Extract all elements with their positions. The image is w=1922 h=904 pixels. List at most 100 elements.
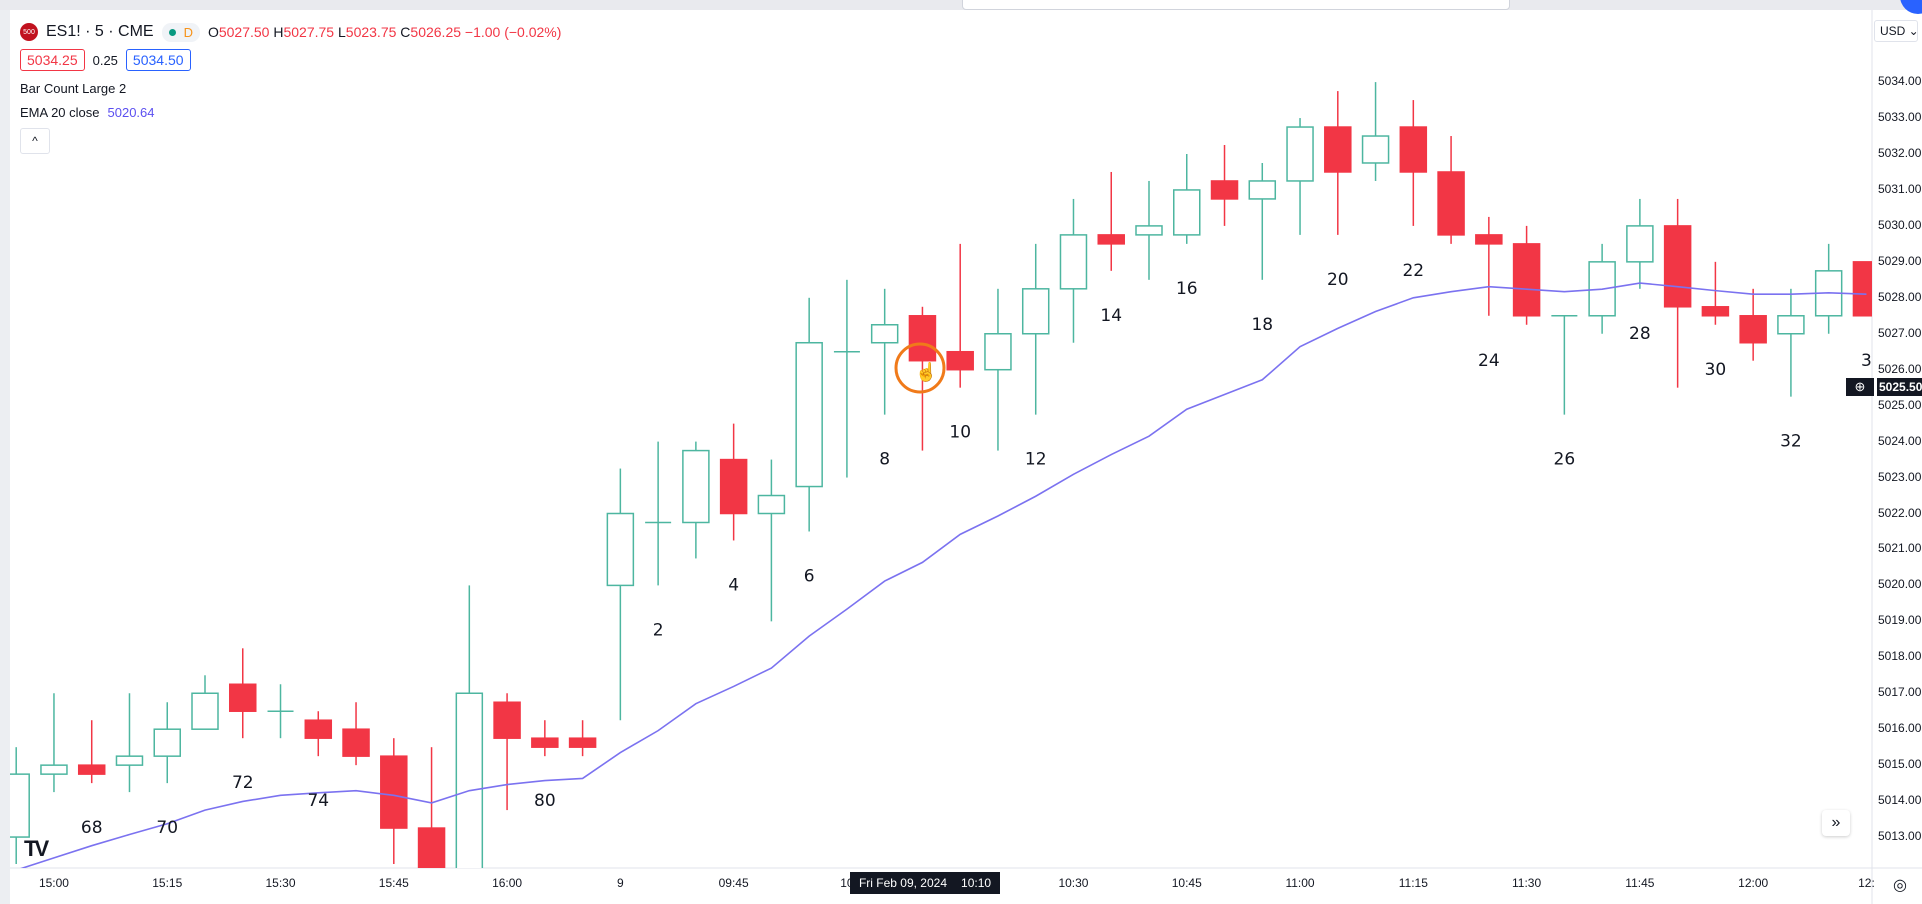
price-tick-label: 5026.00 <box>1878 361 1922 376</box>
bar-count-label: 70 <box>156 818 178 838</box>
candle[interactable] <box>908 306 937 451</box>
time-tick-label: 11:00 <box>1285 876 1315 890</box>
candle[interactable] <box>757 459 786 622</box>
candle-body <box>1475 234 1503 245</box>
low-label: L <box>337 24 346 40</box>
candle[interactable] <box>1701 261 1730 325</box>
time-tick-label: 11:45 <box>1625 876 1655 890</box>
candle[interactable] <box>1286 118 1314 235</box>
candle[interactable] <box>115 693 144 793</box>
candle-body <box>1437 171 1465 236</box>
candle[interactable] <box>77 720 106 784</box>
candle[interactable] <box>1475 216 1503 316</box>
candle[interactable] <box>531 720 559 757</box>
candle[interactable] <box>870 288 899 415</box>
candle[interactable] <box>40 693 68 793</box>
buy-button[interactable]: 5034.50 <box>125 49 191 71</box>
candle[interactable] <box>568 720 597 757</box>
candle[interactable] <box>1626 198 1654 289</box>
scroll-to-realtime-button[interactable]: » <box>1822 810 1850 836</box>
candle[interactable] <box>1324 91 1352 235</box>
time-tick-label: 10:45 <box>1171 876 1202 890</box>
candle[interactable] <box>682 441 710 559</box>
candle[interactable] <box>833 279 860 478</box>
candle[interactable] <box>153 702 181 784</box>
crosshair-time-badge: Fri Feb 09, 2024 10:10 <box>850 872 1000 894</box>
candle[interactable] <box>1437 136 1465 244</box>
candle[interactable] <box>1173 154 1201 244</box>
price-tick-label: 5021.00 <box>1878 541 1922 556</box>
price-tick-label: 5022.00 <box>1878 505 1922 520</box>
candle-body <box>984 333 1012 371</box>
candle[interactable] <box>342 702 370 766</box>
axis-settings-eye-icon[interactable]: ◎ <box>1893 877 1907 894</box>
price-tick-label: 5034.00 <box>1878 74 1922 89</box>
candle-body <box>1135 225 1163 236</box>
candle[interactable] <box>1399 100 1428 226</box>
add-alert-plus-icon[interactable]: ⊕ <box>1846 378 1874 396</box>
candle-body <box>1399 126 1428 173</box>
indicator-ema-name[interactable]: EMA 20 close <box>20 104 100 120</box>
candle[interactable] <box>946 243 974 388</box>
price-tick-label: 5020.00 <box>1878 577 1922 592</box>
indicator-bar-count[interactable]: Bar Count Large 2 <box>20 80 127 96</box>
top-dropdown[interactable] <box>962 0 1510 10</box>
candle[interactable] <box>1814 243 1843 334</box>
candle[interactable] <box>229 648 257 739</box>
symbol-title[interactable]: ES1! · 5 · CME <box>46 23 154 40</box>
candle[interactable] <box>1059 198 1088 343</box>
candle[interactable] <box>1248 162 1277 280</box>
currency-selector[interactable]: USD ⌄ <box>1874 20 1919 42</box>
candle[interactable] <box>1551 315 1578 415</box>
candle-body <box>455 692 484 868</box>
exchange-logo-icon: 500 <box>20 23 38 41</box>
change-value: −1.00 (−0.02%) <box>464 24 562 40</box>
candle[interactable] <box>984 288 1012 451</box>
candle-body <box>40 764 68 775</box>
candle[interactable] <box>1777 288 1805 397</box>
time-tick-label: 15:00 <box>38 876 69 890</box>
candle[interactable] <box>304 711 333 757</box>
price-tick-label: 5033.00 <box>1878 110 1922 125</box>
candle[interactable] <box>1663 198 1692 388</box>
candle[interactable] <box>493 693 521 811</box>
bar-count-label: 30 <box>1705 360 1727 380</box>
bar-count-label: 24 <box>1478 351 1500 371</box>
candle[interactable] <box>1739 288 1767 361</box>
candle[interactable] <box>1210 145 1239 226</box>
candle[interactable] <box>1021 243 1050 415</box>
candle[interactable] <box>455 585 484 904</box>
price-tick-label: 5013.00 <box>1878 829 1922 844</box>
candle[interactable] <box>1361 82 1390 181</box>
ohlc-values: O5027.50 H5027.75 L5023.75 C5026.25 −1.0… <box>208 24 561 40</box>
tradingview-logo[interactable]: TV <box>24 836 49 861</box>
time-tick-label: 11:15 <box>1398 876 1428 890</box>
price-tick-label: 5025.00 <box>1878 397 1922 412</box>
market-status[interactable]: D <box>161 22 200 42</box>
bar-count-label: 2 <box>653 620 664 640</box>
top-toolbar-strip <box>0 0 1922 10</box>
price-tick-label: 5014.00 <box>1878 793 1922 808</box>
candle[interactable] <box>417 747 446 891</box>
candle[interactable] <box>795 297 823 532</box>
candle-body <box>304 719 333 739</box>
candle[interactable] <box>1097 171 1125 271</box>
candle[interactable] <box>380 738 408 865</box>
collapse-legend-button[interactable]: ^ <box>20 128 50 154</box>
candle-body <box>191 692 219 730</box>
candle[interactable] <box>267 684 294 739</box>
candle-body <box>115 755 144 766</box>
candle[interactable] <box>3 747 30 865</box>
candle[interactable] <box>645 441 672 586</box>
sell-button[interactable]: 5034.25 <box>20 49 85 71</box>
candle[interactable] <box>606 468 635 721</box>
candle[interactable] <box>1512 225 1541 325</box>
candle[interactable] <box>191 675 219 730</box>
candle[interactable] <box>1852 261 1879 317</box>
candle-body <box>1248 180 1277 200</box>
price-tick-label: 5016.00 <box>1878 721 1922 736</box>
candle[interactable] <box>1135 180 1163 280</box>
candle[interactable] <box>719 423 748 541</box>
candle-body <box>1626 225 1654 263</box>
